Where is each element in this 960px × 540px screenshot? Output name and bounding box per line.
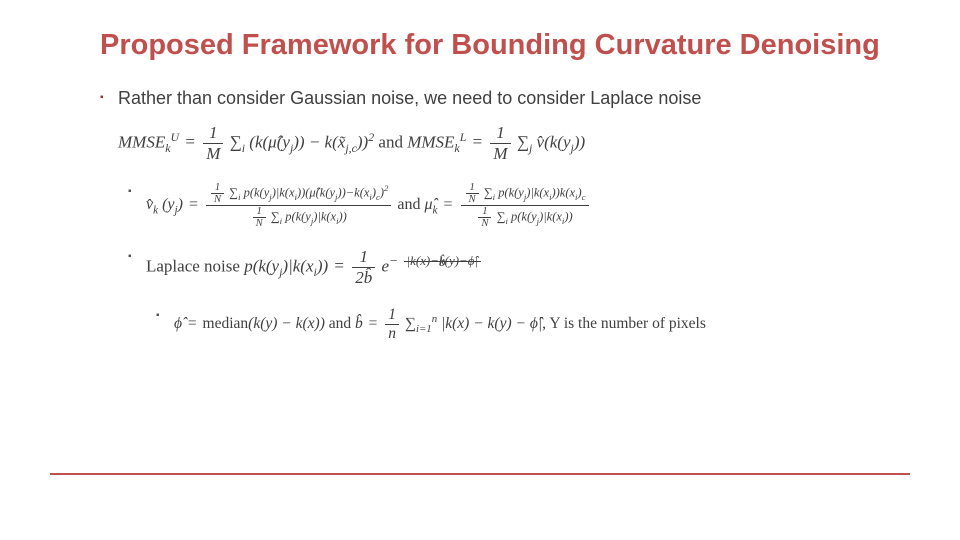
sum-icon-2: ∑ — [517, 132, 529, 151]
phi-hat-3: ϕ̂ — [530, 315, 538, 332]
page-title: Proposed Framework for Bounding Curvatur… — [100, 30, 900, 62]
bullet-icon: ▪ — [128, 251, 140, 262]
bullet-2: ▪ v̂k (yj) = 1N ∑i p(k(yj)|k(xi))(μ̂(k(y… — [128, 182, 900, 229]
mmse-u-label: MMSE — [118, 132, 165, 151]
equation-median: ϕ̂ = median(k(y) − k(x)) and b̂ = 1n ∑i=… — [174, 306, 900, 343]
bullet-1-body: Rather than consider Gaussian noise, we … — [118, 88, 900, 164]
bullet-icon: ▪ — [128, 186, 140, 197]
bullet-3: ▪ Laplace noise p(k(yj)|k(xi)) = 12b̂ e−… — [128, 247, 900, 288]
equation-laplace: Laplace noise p(k(yj)|k(xi)) = 12b̂ e− |… — [146, 247, 900, 288]
bullet-1-text: Rather than consider Gaussian noise, we … — [118, 88, 900, 109]
mu-hat: μ̂ — [268, 132, 277, 151]
content-area: ▪ Rather than consider Gaussian noise, w… — [100, 88, 900, 343]
laplace-prefix: Laplace noise — [146, 256, 244, 275]
and-2: and — [397, 196, 424, 213]
mu-hat-2: μ̂ — [425, 196, 433, 213]
median-label: median — [203, 315, 249, 332]
bullet-icon: ▪ — [156, 310, 168, 321]
and-1: and — [378, 132, 407, 151]
bottom-divider — [50, 473, 910, 475]
sum-icon: ∑ — [230, 132, 242, 151]
phi-hat: ϕ̂ — [468, 253, 475, 268]
and-3: and — [329, 315, 355, 332]
v-hat: v̂ — [537, 132, 545, 151]
b-hat-3: b̂ — [355, 315, 363, 332]
b-hat-2: b̂ — [439, 254, 445, 269]
bullet-4: ▪ ϕ̂ = median(k(y) − k(x)) and b̂ = 1n ∑… — [156, 306, 900, 343]
b-hat: b̂ — [364, 268, 373, 287]
slide: Proposed Framework for Bounding Curvatur… — [0, 0, 960, 540]
pixels-tail: , Υ is the number of pixels — [542, 315, 706, 332]
phi-hat-2: ϕ̂ — [174, 315, 182, 332]
equation-mmse: MMSEkU = 1M ∑i (k(μ̂(yj)) − k(x̃j,c))2 a… — [118, 123, 900, 164]
equation-vhat-muhat: v̂k (yj) = 1N ∑i p(k(yj)|k(xi))(μ̂(k(yj)… — [146, 182, 900, 229]
mmse-l-label: MMSE — [407, 132, 454, 151]
bullet-1: ▪ Rather than consider Gaussian noise, w… — [100, 88, 900, 164]
bullet-icon: ▪ — [100, 92, 112, 103]
